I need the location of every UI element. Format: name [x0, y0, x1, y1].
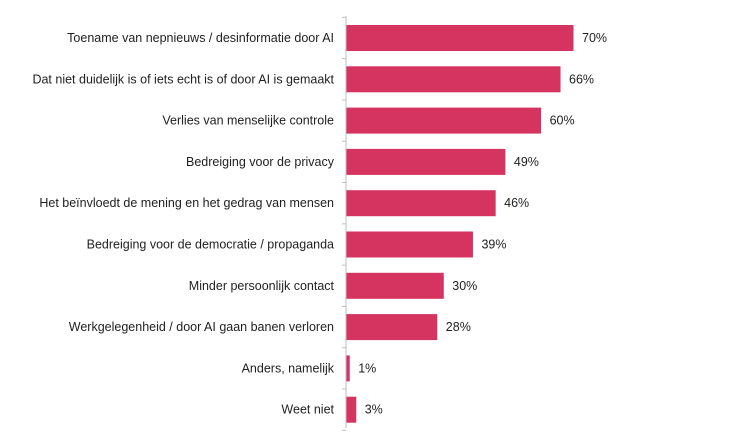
category-label: Toename van nepnieuws / desinformatie do…: [67, 31, 334, 45]
bar: [346, 25, 574, 51]
data-label: 3%: [365, 403, 383, 417]
bar: [346, 396, 357, 423]
data-label: 49%: [514, 155, 539, 169]
bar: [346, 148, 506, 175]
data-label: 46%: [504, 196, 529, 210]
labels-layer: Toename van nepnieuws / desinformatie do…: [32, 31, 607, 417]
category-label: Het beïnvloedt de mening en het gedrag v…: [39, 196, 334, 210]
bar: [346, 314, 438, 341]
category-label: Bedreiging voor de privacy: [186, 155, 335, 169]
data-label: 60%: [550, 114, 575, 128]
category-label: Verlies van menselijke controle: [162, 114, 334, 128]
data-label: 70%: [582, 31, 607, 45]
category-label: Werkgelegenheid / door AI gaan banen ver…: [69, 320, 334, 334]
data-label: 28%: [446, 320, 471, 334]
category-label: Minder persoonlijk contact: [189, 279, 335, 293]
bar: [346, 66, 561, 93]
category-label: Dat niet duidelijk is of iets echt is of…: [32, 72, 334, 86]
bar: [346, 272, 444, 299]
bar: [346, 107, 542, 134]
bar: [346, 231, 473, 258]
data-label: 1%: [358, 361, 376, 375]
bar: [346, 190, 496, 217]
category-label: Anders, namelijk: [242, 361, 335, 375]
data-label: 39%: [481, 238, 506, 252]
category-label: Bedreiging voor de democratie / propagan…: [87, 238, 334, 252]
bar: [346, 355, 350, 382]
data-label: 30%: [452, 279, 477, 293]
axis-layer: [342, 16, 347, 431]
data-label: 66%: [569, 72, 594, 86]
bars-layer: [346, 25, 574, 423]
category-label: Weet niet: [281, 403, 334, 417]
